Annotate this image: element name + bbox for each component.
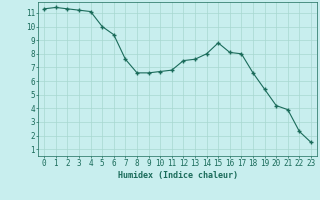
X-axis label: Humidex (Indice chaleur): Humidex (Indice chaleur)	[118, 171, 238, 180]
